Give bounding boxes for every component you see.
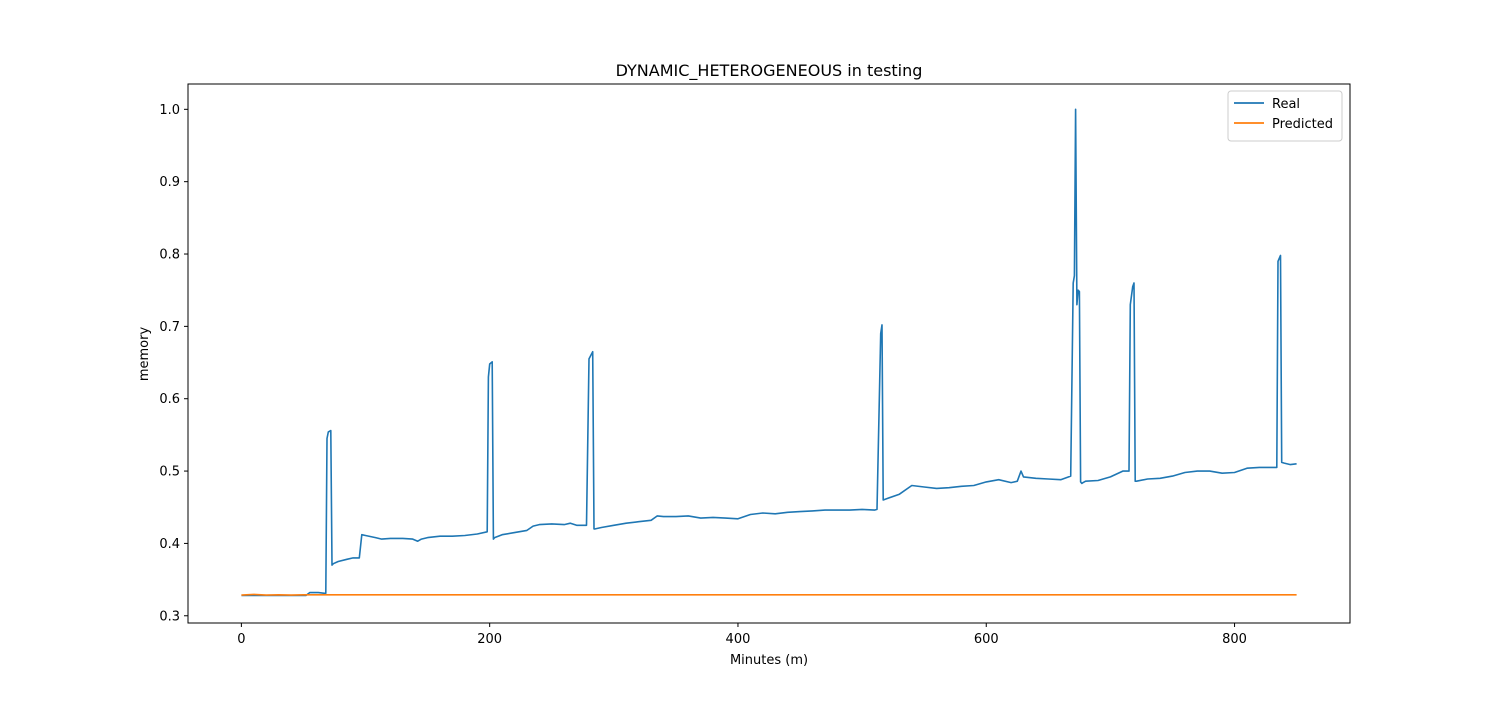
- y-tick-label: 1.0: [159, 103, 180, 118]
- y-tick-label: 0.6: [159, 392, 180, 407]
- x-tick-label: 600: [974, 632, 999, 647]
- legend: Real Predicted: [1227, 90, 1343, 142]
- y-axis: 0.3 0.4 0.5 0.6 0.7 0.8 0.9 1.0: [159, 103, 188, 624]
- y-tick-label: 0.9: [159, 175, 180, 190]
- plot-area: [187, 83, 1351, 624]
- series-line-real: [241, 108, 1297, 597]
- x-tick-label: 400: [726, 632, 751, 647]
- x-axis-label: Minutes (m): [730, 653, 808, 668]
- x-tick-label: 0: [237, 632, 245, 647]
- x-tick-label: 200: [477, 632, 502, 647]
- legend-label-predicted: Predicted: [1272, 117, 1333, 132]
- plot-frame: [187, 83, 1351, 624]
- y-tick-label: 0.7: [159, 320, 180, 335]
- y-tick-label: 0.4: [159, 537, 180, 552]
- chart-title: DYNAMIC_HETEROGENEOUS in testing: [616, 61, 923, 81]
- y-tick-label: 0.3: [159, 609, 180, 624]
- legend-label-real: Real: [1272, 97, 1300, 112]
- x-tick-label: 800: [1222, 632, 1247, 647]
- x-axis: 0 200 400 600 800: [237, 623, 1247, 647]
- y-axis-label: memory: [137, 327, 152, 382]
- y-tick-label: 0.8: [159, 248, 180, 263]
- series-line-predicted: [241, 593, 1297, 596]
- y-tick-label: 0.5: [159, 465, 180, 480]
